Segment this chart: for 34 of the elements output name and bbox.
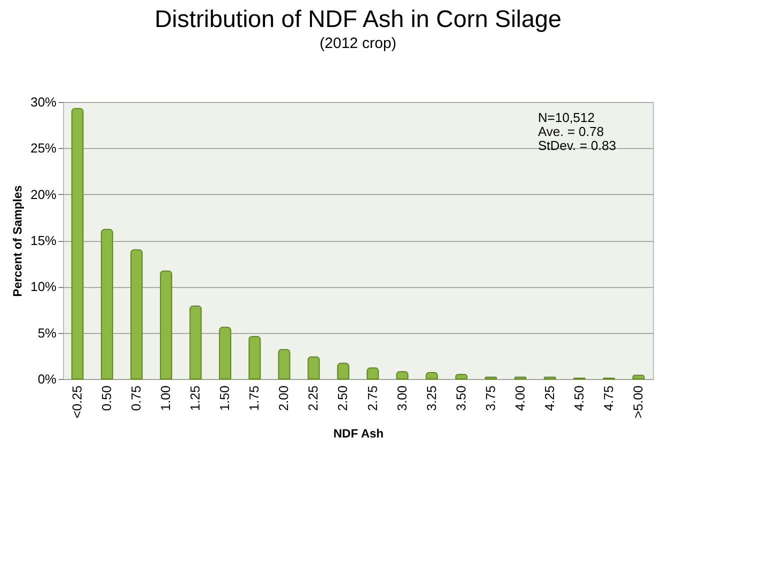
y-tick-label: 15% <box>30 233 57 248</box>
x-tick-label: 3.50 <box>453 386 468 411</box>
x-tick-label: 3.75 <box>482 386 498 411</box>
y-tick-label: 0% <box>38 372 57 386</box>
x-tick-label: 3.00 <box>394 386 410 411</box>
y-tick-label: 10% <box>30 279 57 294</box>
annotation: Ave. = 0.78 <box>538 124 604 139</box>
x-tick-label: 2.50 <box>335 386 350 411</box>
x-tick-label: 4.00 <box>512 386 528 411</box>
x-axis-title: NDF Ash <box>333 426 384 440</box>
annotation: StDev. = 0.83 <box>538 138 616 153</box>
x-tick-label: 4.50 <box>571 386 586 411</box>
x-tick-label: 4.75 <box>601 386 616 411</box>
chart-subtitle: (2012 crop) <box>320 35 396 52</box>
x-tick-label: 3.25 <box>424 386 439 411</box>
x-tick-label: 4.25 <box>542 386 557 411</box>
x-tick-label: 2.00 <box>276 386 292 411</box>
x-tick-label: >5.00 <box>630 386 646 418</box>
x-tick-label: <0.25 <box>69 386 84 418</box>
x-tick-label: 1.50 <box>217 386 232 411</box>
x-tick-label: 1.00 <box>158 386 174 411</box>
x-tick-label: 0.50 <box>99 386 114 411</box>
chart-title: Distribution of NDF Ash in Corn Silage <box>154 6 562 33</box>
x-tick-label: 1.75 <box>246 386 262 411</box>
x-tick-label: 2.75 <box>364 386 380 411</box>
annotation: N=10,512 <box>538 110 595 125</box>
x-tick-label: 2.25 <box>306 386 321 411</box>
y-tick-label: 5% <box>38 325 57 340</box>
y-axis-title: Percent of Samples <box>10 184 24 297</box>
x-tick-label: 1.25 <box>188 386 203 411</box>
y-tick-label: 30% <box>30 94 57 110</box>
x-tick-label: 0.75 <box>128 386 144 411</box>
y-tick-label: 25% <box>30 140 57 156</box>
y-tick-label: 20% <box>30 186 57 202</box>
